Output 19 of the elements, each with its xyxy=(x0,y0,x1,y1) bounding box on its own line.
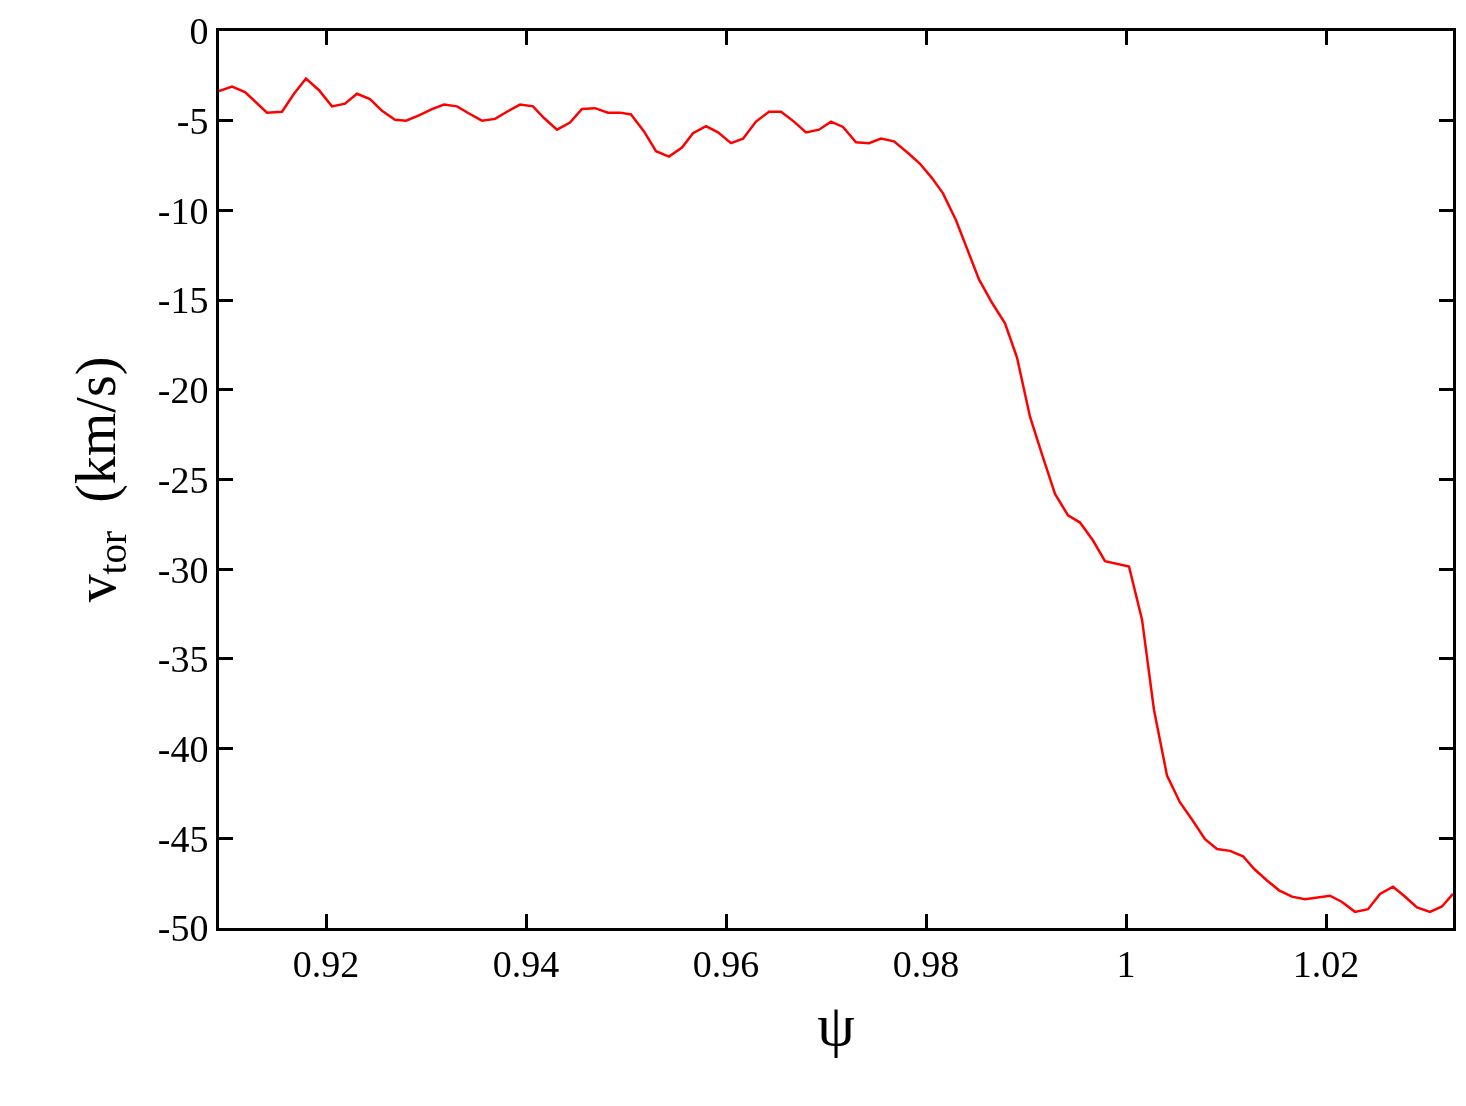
y-tick-label: -15 xyxy=(157,279,209,322)
x-tick-label: 0.92 xyxy=(292,942,360,985)
y-tick-label: -45 xyxy=(157,817,209,860)
y-tick-label: -50 xyxy=(157,907,209,950)
x-tick-label: 0.98 xyxy=(892,942,960,985)
x-tick-label: 0.94 xyxy=(492,942,560,985)
y-tick-label: -35 xyxy=(157,638,209,681)
y-tick-label: -20 xyxy=(157,369,209,412)
y-tick-label: -10 xyxy=(157,189,209,232)
x-tick-label: 1 xyxy=(1116,942,1136,985)
y-tick-label: -5 xyxy=(176,100,209,142)
x-tick-label: 0.96 xyxy=(692,942,760,985)
y-tick-label: -25 xyxy=(157,458,209,501)
x-tick-label: 1.02 xyxy=(1292,942,1360,985)
line-series xyxy=(219,77,1453,914)
x-axis-title: ψ xyxy=(817,992,855,1059)
y-tick-label: 0 xyxy=(189,10,209,53)
y-tick-label: -40 xyxy=(157,727,209,770)
y-tick-label: -30 xyxy=(157,548,209,591)
